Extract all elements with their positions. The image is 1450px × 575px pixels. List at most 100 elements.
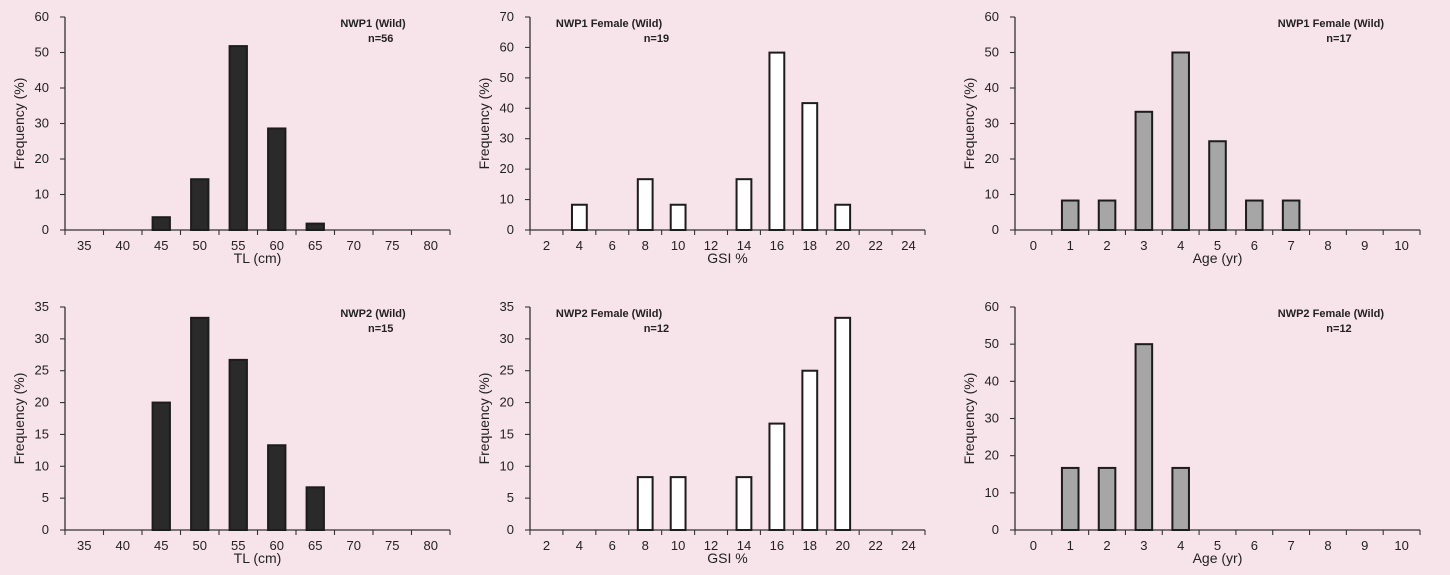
- x-tick-label: 4: [576, 538, 583, 553]
- x-tick-label: 12: [704, 538, 718, 553]
- y-tick-label: 40: [985, 373, 999, 388]
- sample-size-label: n=12: [644, 323, 669, 335]
- sample-size-label: n=56: [368, 33, 393, 45]
- x-tick-label: 3: [1140, 238, 1147, 253]
- y-tick-label: 10: [500, 192, 514, 207]
- bar: [228, 45, 248, 231]
- chart-title: NWP2 (Wild): [340, 308, 406, 320]
- bar: [1060, 466, 1080, 532]
- x-axis-title: GSI %: [707, 250, 747, 266]
- bar: [1097, 199, 1117, 232]
- y-tick-label: 60: [500, 39, 514, 54]
- x-tick-label: 60: [270, 238, 284, 253]
- x-tick-label: 4: [576, 238, 583, 253]
- y-tick-label: 10: [35, 187, 49, 202]
- x-tick-label: 70: [347, 238, 361, 253]
- bar: [669, 476, 687, 531]
- x-tick-label: 10: [1394, 538, 1408, 553]
- x-tick-label: 6: [609, 238, 616, 253]
- bar: [190, 178, 210, 231]
- y-tick-label: 20: [35, 395, 49, 410]
- bar: [636, 476, 654, 531]
- bar: [1134, 343, 1154, 531]
- x-tick-label: 6: [609, 538, 616, 553]
- bar: [735, 178, 753, 231]
- x-tick-label: 55: [231, 538, 245, 553]
- x-tick-label: 2: [1103, 538, 1110, 553]
- y-tick-label: 20: [985, 151, 999, 166]
- x-tick-label: 24: [901, 538, 915, 553]
- x-tick-label: 1: [1067, 238, 1074, 253]
- x-tick-label: 10: [671, 238, 685, 253]
- bar: [267, 444, 287, 531]
- x-tick-label: 75: [385, 238, 399, 253]
- x-tick-label: 9: [1361, 238, 1368, 253]
- x-tick-label: 60: [270, 538, 284, 553]
- y-tick-label: 0: [992, 522, 999, 537]
- bar: [834, 316, 852, 531]
- y-tick-label: 20: [985, 448, 999, 463]
- x-tick-label: 6: [1251, 238, 1258, 253]
- bar: [801, 369, 819, 532]
- x-tick-label: 65: [308, 238, 322, 253]
- x-tick-label: 6: [1251, 538, 1258, 553]
- age-chart-nwp2: 0 10 20 30 40 50 60 0 1 2 3 4 5 6 7 8 9 10 Age (yr) Frequen…: [961, 299, 1421, 566]
- bar: [305, 486, 325, 532]
- x-tick-label: 0: [1030, 238, 1037, 253]
- y-tick-label: 35: [35, 299, 49, 314]
- y-tick-label: 20: [35, 151, 49, 166]
- x-tick-label: 50: [193, 238, 207, 253]
- bar: [735, 476, 753, 531]
- x-tick-label: 45: [154, 538, 168, 553]
- bar: [1208, 140, 1227, 231]
- y-tick-label: 10: [500, 458, 514, 473]
- x-tick-label: 70: [347, 538, 361, 553]
- age-chart-nwp1: 0 10 20 30 40 50 60 0 1 2 3 4 5 6 7 8 9 10 Age (yr) Frequen…: [961, 9, 1421, 266]
- x-tick-label: 14: [737, 238, 751, 253]
- y-axis-title: Frequency (%): [961, 373, 977, 465]
- bar: [570, 203, 588, 232]
- bar: [1134, 110, 1154, 231]
- sample-size-label: n=19: [644, 33, 669, 45]
- x-tick-label: 65: [308, 538, 322, 553]
- y-tick-label: 20: [500, 161, 514, 176]
- bar: [228, 358, 248, 531]
- y-tick-label: 30: [35, 331, 49, 346]
- x-axis-title: TL (cm): [234, 250, 282, 266]
- y-tick-label: 0: [992, 222, 999, 237]
- y-tick-label: 40: [985, 80, 999, 95]
- y-tick-label: 30: [985, 411, 999, 426]
- bar: [151, 216, 171, 232]
- chart-title: NWP2 Female (Wild): [556, 308, 663, 320]
- x-axis-title: Age (yr): [1193, 250, 1243, 266]
- x-axis-title: GSI %: [707, 550, 747, 566]
- x-tick-label: 1: [1067, 538, 1074, 553]
- y-axis-title: Frequency (%): [11, 78, 27, 170]
- y-tick-label: 50: [35, 45, 49, 60]
- y-tick-label: 70: [500, 9, 514, 24]
- y-tick-label: 60: [985, 9, 999, 24]
- x-tick-label: 8: [1324, 238, 1331, 253]
- x-tick-label: 80: [424, 538, 438, 553]
- x-tick-label: 2: [543, 238, 550, 253]
- bar: [768, 51, 786, 232]
- x-tick-label: 4: [1177, 238, 1184, 253]
- x-tick-label: 18: [803, 538, 817, 553]
- x-tick-label: 5: [1214, 538, 1221, 553]
- x-tick-label: 5: [1214, 238, 1221, 253]
- y-axis-title: Frequency (%): [961, 78, 977, 170]
- y-tick-label: 5: [507, 490, 514, 505]
- x-tick-label: 40: [116, 238, 130, 253]
- x-tick-label: 20: [835, 238, 849, 253]
- y-tick-label: 30: [500, 131, 514, 146]
- y-tick-label: 40: [35, 80, 49, 95]
- chart-title: NWP1 Female (Wild): [1278, 18, 1385, 30]
- bar: [1097, 466, 1117, 532]
- y-tick-label: 0: [42, 222, 49, 237]
- y-tick-label: 30: [35, 116, 49, 131]
- x-tick-label: 45: [154, 238, 168, 253]
- sample-size-label: n=17: [1326, 33, 1351, 45]
- x-tick-label: 20: [835, 538, 849, 553]
